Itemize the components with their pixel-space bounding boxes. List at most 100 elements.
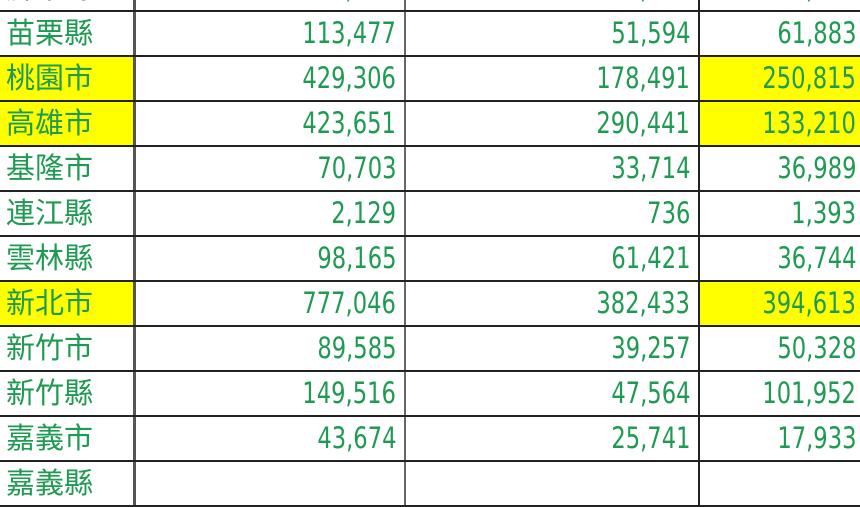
total-cell[interactable]: 89,585 [136,327,406,370]
value-cell-text: 46,914 [777,0,856,10]
region-name-cell-text: 苗栗縣 [6,16,94,50]
value-cell-text: 51,594 [610,16,690,50]
total-cell-text: 70,703 [316,151,396,185]
value-cell[interactable] [700,462,860,505]
value-cell-text: 36,989 [776,151,856,185]
region-name-cell-text: 新竹縣 [6,376,94,410]
value-cell-text: 33,714 [610,151,690,185]
region-name-cell[interactable]: 連江縣 [0,192,136,235]
value-cell[interactable]: 51,594 [406,12,700,55]
table-row: 嘉義縣 [0,462,860,507]
total-cell[interactable]: 149,516 [136,372,406,415]
value-cell-text: 50,328 [776,331,856,365]
total-cell-text: 43,674 [316,421,396,455]
region-name-cell[interactable]: 嘉義市 [0,417,136,460]
value-cell[interactable]: 39,257 [406,327,700,370]
region-name-cell-text: 嘉義縣 [6,466,94,500]
total-cell-text: 89,585 [316,331,396,365]
value-cell-text: 61,883 [776,16,856,50]
total-cell[interactable]: 429,306 [136,57,406,100]
total-cell[interactable]: 43,674 [136,417,406,460]
total-cell-text: 149,516 [302,376,396,410]
value-cell[interactable]: 50,328 [700,327,860,370]
value-cell-text: 382,433 [596,286,690,320]
table-row: 新北市 777,046 382,433 394,613 [0,282,860,327]
value-cell[interactable]: 1,393 [700,192,860,235]
total-cell-text: 777,046 [302,286,396,320]
value-cell[interactable]: 36,744 [700,237,860,280]
value-cell[interactable] [406,462,700,505]
table-row: 苗栗縣 113,477 51,594 61,883 [0,12,860,57]
region-name-cell-text: 新竹市 [6,331,94,365]
table-row: 連江縣 2,129 736 1,393 [0,192,860,237]
value-cell[interactable]: 290,441 [406,102,700,145]
value-cell-text: 736 [646,196,690,230]
total-cell[interactable]: 777,046 [136,282,406,325]
table-row: 新竹縣 149,516 47,564 101,952 [0,372,860,417]
value-cell-text: 25,741 [610,421,690,455]
value-cell-text: 101,952 [762,376,856,410]
total-cell[interactable]: 98,165 [136,237,406,280]
value-cell-text: 61,421 [610,241,690,275]
total-cell[interactable]: 126,720 [136,0,406,10]
region-name-cell[interactable]: 桃園市 [0,57,136,100]
region-name-cell-text: 新北市 [6,286,94,320]
value-cell[interactable]: 250,815 [700,57,860,100]
value-cell[interactable]: 382,433 [406,282,700,325]
value-cell[interactable]: 133,210 [700,102,860,145]
region-name-cell-text: 嘉義市 [6,421,94,455]
total-cell-text: 126,720 [302,0,396,10]
value-cell[interactable]: 394,613 [700,282,860,325]
table-row: 新竹市 89,585 39,257 50,328 [0,327,860,372]
region-name-cell[interactable]: 基隆市 [0,147,136,190]
value-cell[interactable]: 178,491 [406,57,700,100]
value-cell[interactable]: 101,952 [700,372,860,415]
total-cell[interactable]: 113,477 [136,12,406,55]
region-name-cell[interactable]: 屏東縣 [0,0,136,10]
value-cell-text: 178,491 [596,61,690,95]
value-cell[interactable]: 47,564 [406,372,700,415]
total-cell-text: 113,477 [302,16,396,50]
total-cell-text: 98,165 [316,241,396,275]
table-row: 屏東縣 126,720 79,806 46,914 [0,0,860,12]
value-cell[interactable]: 25,741 [406,417,700,460]
region-name-cell[interactable]: 新竹縣 [0,372,136,415]
total-cell[interactable]: 2,129 [136,192,406,235]
table-row: 高雄市 423,651 290,441 133,210 [0,102,860,147]
value-cell-text: 39,257 [610,331,690,365]
region-name-cell[interactable]: 高雄市 [0,102,136,145]
total-cell-text: 423,651 [302,106,396,140]
table-row: 基隆市 70,703 33,714 36,989 [0,147,860,192]
total-cell[interactable]: 70,703 [136,147,406,190]
region-name-cell-text: 基隆市 [6,151,94,185]
region-name-cell[interactable]: 新竹市 [0,327,136,370]
value-cell-text: 1,393 [791,196,856,230]
region-name-cell[interactable]: 苗栗縣 [0,12,136,55]
value-cell[interactable]: 36,989 [700,147,860,190]
value-cell-text: 79,806 [611,0,690,10]
value-cell-text: 250,815 [762,61,856,95]
value-cell[interactable]: 33,714 [406,147,700,190]
value-cell-text: 36,744 [776,241,856,275]
value-cell[interactable]: 46,914 [700,0,860,10]
value-cell[interactable]: 17,933 [700,417,860,460]
region-name-cell[interactable]: 嘉義縣 [0,462,136,505]
table-row: 桃園市 429,306 178,491 250,815 [0,57,860,102]
total-cell[interactable] [136,462,406,505]
value-cell-text: 17,933 [776,421,856,455]
value-cell[interactable]: 736 [406,192,700,235]
table-row: 嘉義市 43,674 25,741 17,933 [0,417,860,462]
value-cell-text: 133,210 [762,106,856,140]
total-cell[interactable]: 423,651 [136,102,406,145]
region-name-cell-text: 連江縣 [6,196,94,230]
region-name-cell[interactable]: 雲林縣 [0,237,136,280]
region-name-cell-text: 雲林縣 [6,241,94,275]
region-name-cell[interactable]: 新北市 [0,282,136,325]
region-name-cell-text: 高雄市 [6,106,94,140]
value-cell[interactable]: 61,421 [406,237,700,280]
region-name-cell-text: 桃園市 [6,61,94,95]
value-cell[interactable]: 61,883 [700,12,860,55]
region-name-cell-text: 屏東縣 [6,0,93,5]
value-cell[interactable]: 79,806 [406,0,700,10]
value-cell-text: 47,564 [610,376,690,410]
